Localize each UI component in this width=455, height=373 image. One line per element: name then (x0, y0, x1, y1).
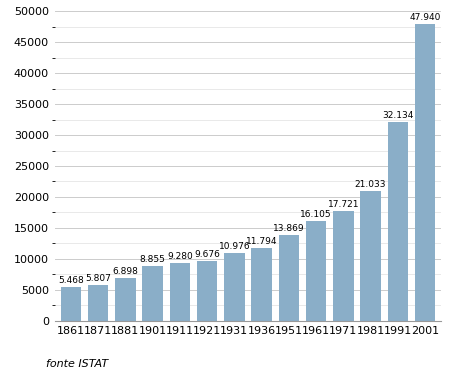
Bar (333, 211, 354, 321)
Text: 16.105: 16.105 (300, 210, 332, 219)
Text: 13.869: 13.869 (273, 224, 305, 233)
Bar (388, 122, 408, 321)
Bar (278, 235, 299, 321)
Text: 17.721: 17.721 (328, 200, 359, 209)
Text: 9.280: 9.280 (167, 253, 193, 261)
Bar (415, 24, 435, 321)
Bar (360, 191, 381, 321)
Bar (306, 221, 326, 321)
Text: 11.794: 11.794 (246, 237, 278, 246)
Bar (61, 287, 81, 321)
Bar (115, 278, 136, 321)
Bar (197, 261, 217, 321)
Text: 5.468: 5.468 (58, 276, 84, 285)
Bar (142, 266, 163, 321)
Bar (170, 263, 190, 321)
Text: 47.940: 47.940 (410, 13, 441, 22)
Text: 9.676: 9.676 (194, 250, 220, 259)
Text: 6.898: 6.898 (112, 267, 138, 276)
Text: 21.033: 21.033 (355, 180, 386, 189)
Text: 5.807: 5.807 (85, 274, 111, 283)
Text: fonte ISTAT: fonte ISTAT (46, 359, 108, 369)
Bar (88, 285, 108, 321)
Text: 8.855: 8.855 (140, 255, 166, 264)
Bar (251, 248, 272, 321)
Text: 10.976: 10.976 (218, 242, 250, 251)
Bar (224, 253, 245, 321)
Text: 32.134: 32.134 (382, 111, 414, 120)
